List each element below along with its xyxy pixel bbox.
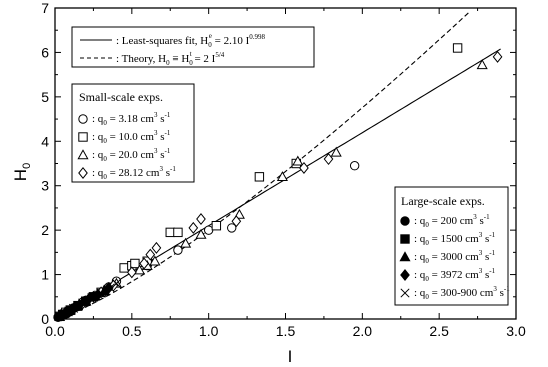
x-tick-label: 1.5 xyxy=(276,323,296,339)
data-point-diamond-open xyxy=(196,213,206,226)
data-point-square-open xyxy=(119,263,129,273)
axis-ticks: 0.0 0.5 1.0 1.5 2.0 2.5 3.0 0 1 2 3 4 5 6 7 xyxy=(41,0,526,339)
x-tick-label: 1.0 xyxy=(199,323,219,339)
y-tick-label: 0 xyxy=(41,311,49,327)
y-tick-label: 1 xyxy=(41,267,49,283)
small-scale-legend-marker-diamond-open xyxy=(78,167,88,179)
data-point-cross xyxy=(87,293,97,303)
y-tick-label: 5 xyxy=(41,89,49,105)
large-scale-legend-marker-diamond-filled xyxy=(400,269,410,281)
large-scale-legend-label-3: : q0 = 3972 cm3 s-1 xyxy=(414,267,496,283)
data-point-square-open xyxy=(254,172,265,182)
data-point-cross xyxy=(55,311,65,321)
data-point-square-open xyxy=(173,227,183,238)
data-point-circle-open xyxy=(203,225,214,235)
data-point-diamond-open xyxy=(151,241,162,254)
data-point-circle-open xyxy=(349,161,360,171)
y-tick-label: 3 xyxy=(41,178,49,194)
small-scale-legend-label-0: : q0 = 3.18 cm3 s-1 xyxy=(92,111,171,127)
data-point-cross xyxy=(59,309,69,319)
data-point-diamond-open xyxy=(231,215,242,228)
large-scale-legend-marker-cross xyxy=(400,288,410,298)
data-point-triangle-open xyxy=(149,255,161,266)
large-scale-legend-marker-triangle-filled xyxy=(399,251,411,262)
data-points xyxy=(53,43,503,322)
data-point-diamond-open xyxy=(126,266,137,279)
svg-text:H0: H0 xyxy=(11,163,33,181)
y-tick-label: 4 xyxy=(41,133,49,149)
data-point-triangle-open xyxy=(292,155,304,166)
y-axis-label-sub: 0 xyxy=(21,163,33,169)
data-point-cross xyxy=(78,298,88,308)
y-tick-label: 6 xyxy=(41,44,49,60)
data-point-square-open xyxy=(130,258,140,269)
fit-legend: : Least-squares fit, H0e = 2.10 I0.998 :… xyxy=(71,26,315,68)
data-point-triangle-open xyxy=(476,59,488,70)
large-scale-legend-label-4: : q0 = 300-900 cm3 s-1 xyxy=(414,285,510,301)
data-point-cross xyxy=(105,283,115,293)
x-axis-label: I xyxy=(288,347,293,366)
theory-line xyxy=(54,11,471,320)
large-scale-legend-label-1: : q0 = 1500 cm3 s-1 xyxy=(414,231,496,247)
data-point-triangle-open xyxy=(180,237,192,248)
fit-legend-label-0: : Least-squares fit, H0e = 2.10 I0.998 xyxy=(116,32,265,49)
data-point-diamond-open xyxy=(145,248,156,261)
data-point-cross xyxy=(111,278,122,289)
small-scale-legend: Small-scale exps. : q0 = 3.18 cm3 s-1 : q… xyxy=(71,83,195,183)
data-point-square-open xyxy=(165,227,175,238)
data-point-cross xyxy=(64,306,74,316)
data-point-square-open xyxy=(211,221,222,231)
x-tick-label: 2.5 xyxy=(429,323,449,339)
small-scale-legend-title: Small-scale exps. xyxy=(79,90,163,104)
data-point-triangle-open xyxy=(195,228,207,239)
data-point-diamond-open xyxy=(139,257,149,270)
y-tick-label: 7 xyxy=(41,0,49,16)
small-scale-legend-label-2: : q0 = 20.0 cm3 s-1 xyxy=(92,147,171,163)
large-scale-legend-label-0: : q0 = 200 cm3 s-1 xyxy=(414,213,490,229)
large-scale-legend-marker-square-filled xyxy=(400,234,410,244)
x-tick-label: 3.0 xyxy=(506,323,526,339)
y-axis-label: H0 xyxy=(11,163,33,181)
data-point-circle-open xyxy=(173,245,183,255)
data-point-triangle-open xyxy=(276,171,288,182)
y-axis-label-main: H xyxy=(11,169,30,181)
data-point-diamond-open xyxy=(323,153,334,166)
data-point-diamond-open xyxy=(299,161,309,174)
data-point-diamond-open xyxy=(188,221,199,234)
x-tick-label: 0.5 xyxy=(122,323,142,339)
fit-legend-label-1: : Theory, H0 ≡ H0t = 2 I5/4 xyxy=(116,50,225,67)
y-tick-label: 2 xyxy=(41,222,49,238)
large-scale-legend-label-2: : q0 = 3000 cm3 s-1 xyxy=(414,249,496,265)
data-point-triangle-open xyxy=(330,146,342,157)
x-tick-label: 2.0 xyxy=(353,323,373,339)
data-point-diamond-open xyxy=(492,50,503,63)
data-point-square-open xyxy=(452,43,463,53)
x-tick-label: 0.0 xyxy=(45,323,65,339)
small-scale-legend-marker-circle-open xyxy=(78,114,88,124)
small-scale-legend-label-3: : q0 = 28.12 cm3 s-1 xyxy=(92,165,176,181)
data-point-cross xyxy=(96,288,106,298)
data-point-cross xyxy=(68,303,78,313)
small-scale-legend-marker-triangle-open xyxy=(77,149,89,160)
large-scale-legend: Large-scale exps. : q0 = 200 cm3 s-1 : q0… xyxy=(394,186,510,306)
large-scale-legend-title: Large-scale exps. xyxy=(401,194,485,208)
small-scale-legend-marker-square-open xyxy=(78,132,88,142)
data-point-circle-open xyxy=(227,223,237,233)
large-scale-legend-marker-circle-filled xyxy=(400,216,410,226)
small-scale-legend-label-1: : q0 = 10.0 cm3 s-1 xyxy=(92,129,171,145)
